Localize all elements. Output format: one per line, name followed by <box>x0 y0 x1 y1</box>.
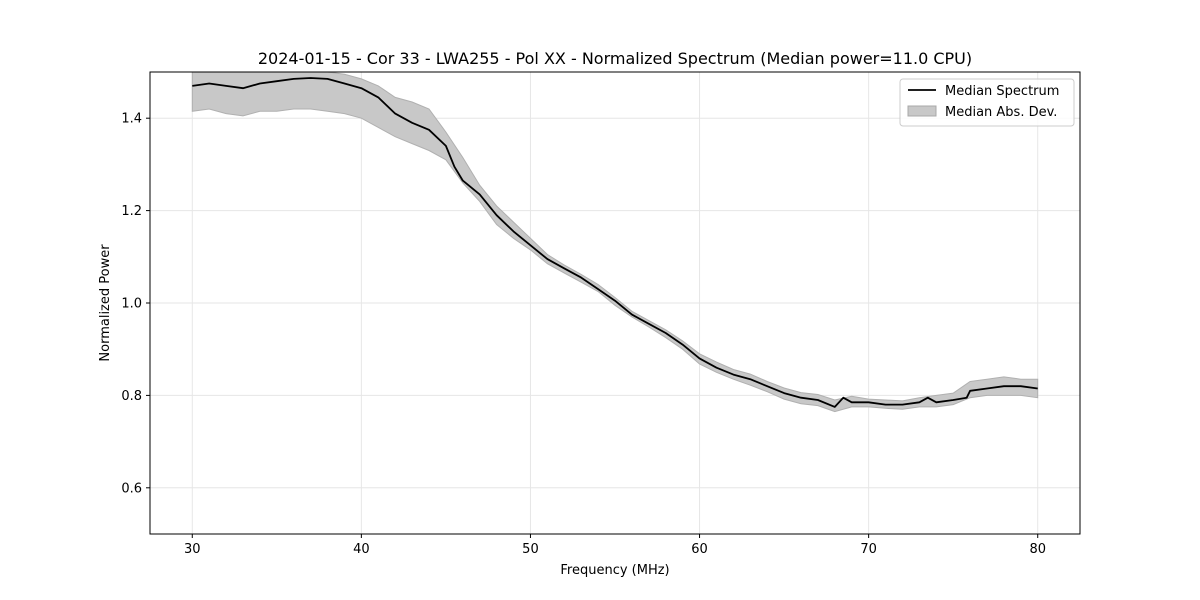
y-axis-label: Normalized Power <box>98 244 113 362</box>
band-layer <box>191 71 1039 413</box>
legend-label-median-abs-dev: Median Abs. Dev. <box>945 105 1057 120</box>
x-tick-label: 40 <box>353 542 370 557</box>
median-spectrum-line <box>192 77 1038 408</box>
x-tick-label: 30 <box>184 542 201 557</box>
legend: Median Spectrum Median Abs. Dev. <box>899 78 1075 127</box>
line-layer <box>192 77 1038 408</box>
legend-band-swatch <box>907 105 937 117</box>
mad-band <box>191 71 1039 413</box>
x-tick-label: 60 <box>691 542 708 557</box>
x-axis: 30 40 50 60 70 80 <box>184 534 1046 557</box>
chart-title: 2024-01-15 - Cor 33 - LWA255 - Pol XX - … <box>258 49 972 68</box>
x-tick-label: 70 <box>860 542 877 557</box>
x-tick-label: 50 <box>522 542 539 557</box>
y-tick-label: 1.0 <box>121 297 142 312</box>
legend-label-median-spectrum: Median Spectrum <box>945 84 1059 99</box>
x-tick-label: 80 <box>1029 542 1046 557</box>
y-tick-label: 1.4 <box>121 112 142 127</box>
y-axis: 0.6 0.8 1.0 1.2 1.4 <box>121 112 150 496</box>
legend-box <box>899 78 1075 127</box>
x-axis-label: Frequency (MHz) <box>560 563 669 578</box>
y-tick-label: 0.8 <box>121 389 142 404</box>
y-tick-label: 0.6 <box>121 481 142 496</box>
y-tick-label: 1.2 <box>121 204 142 219</box>
